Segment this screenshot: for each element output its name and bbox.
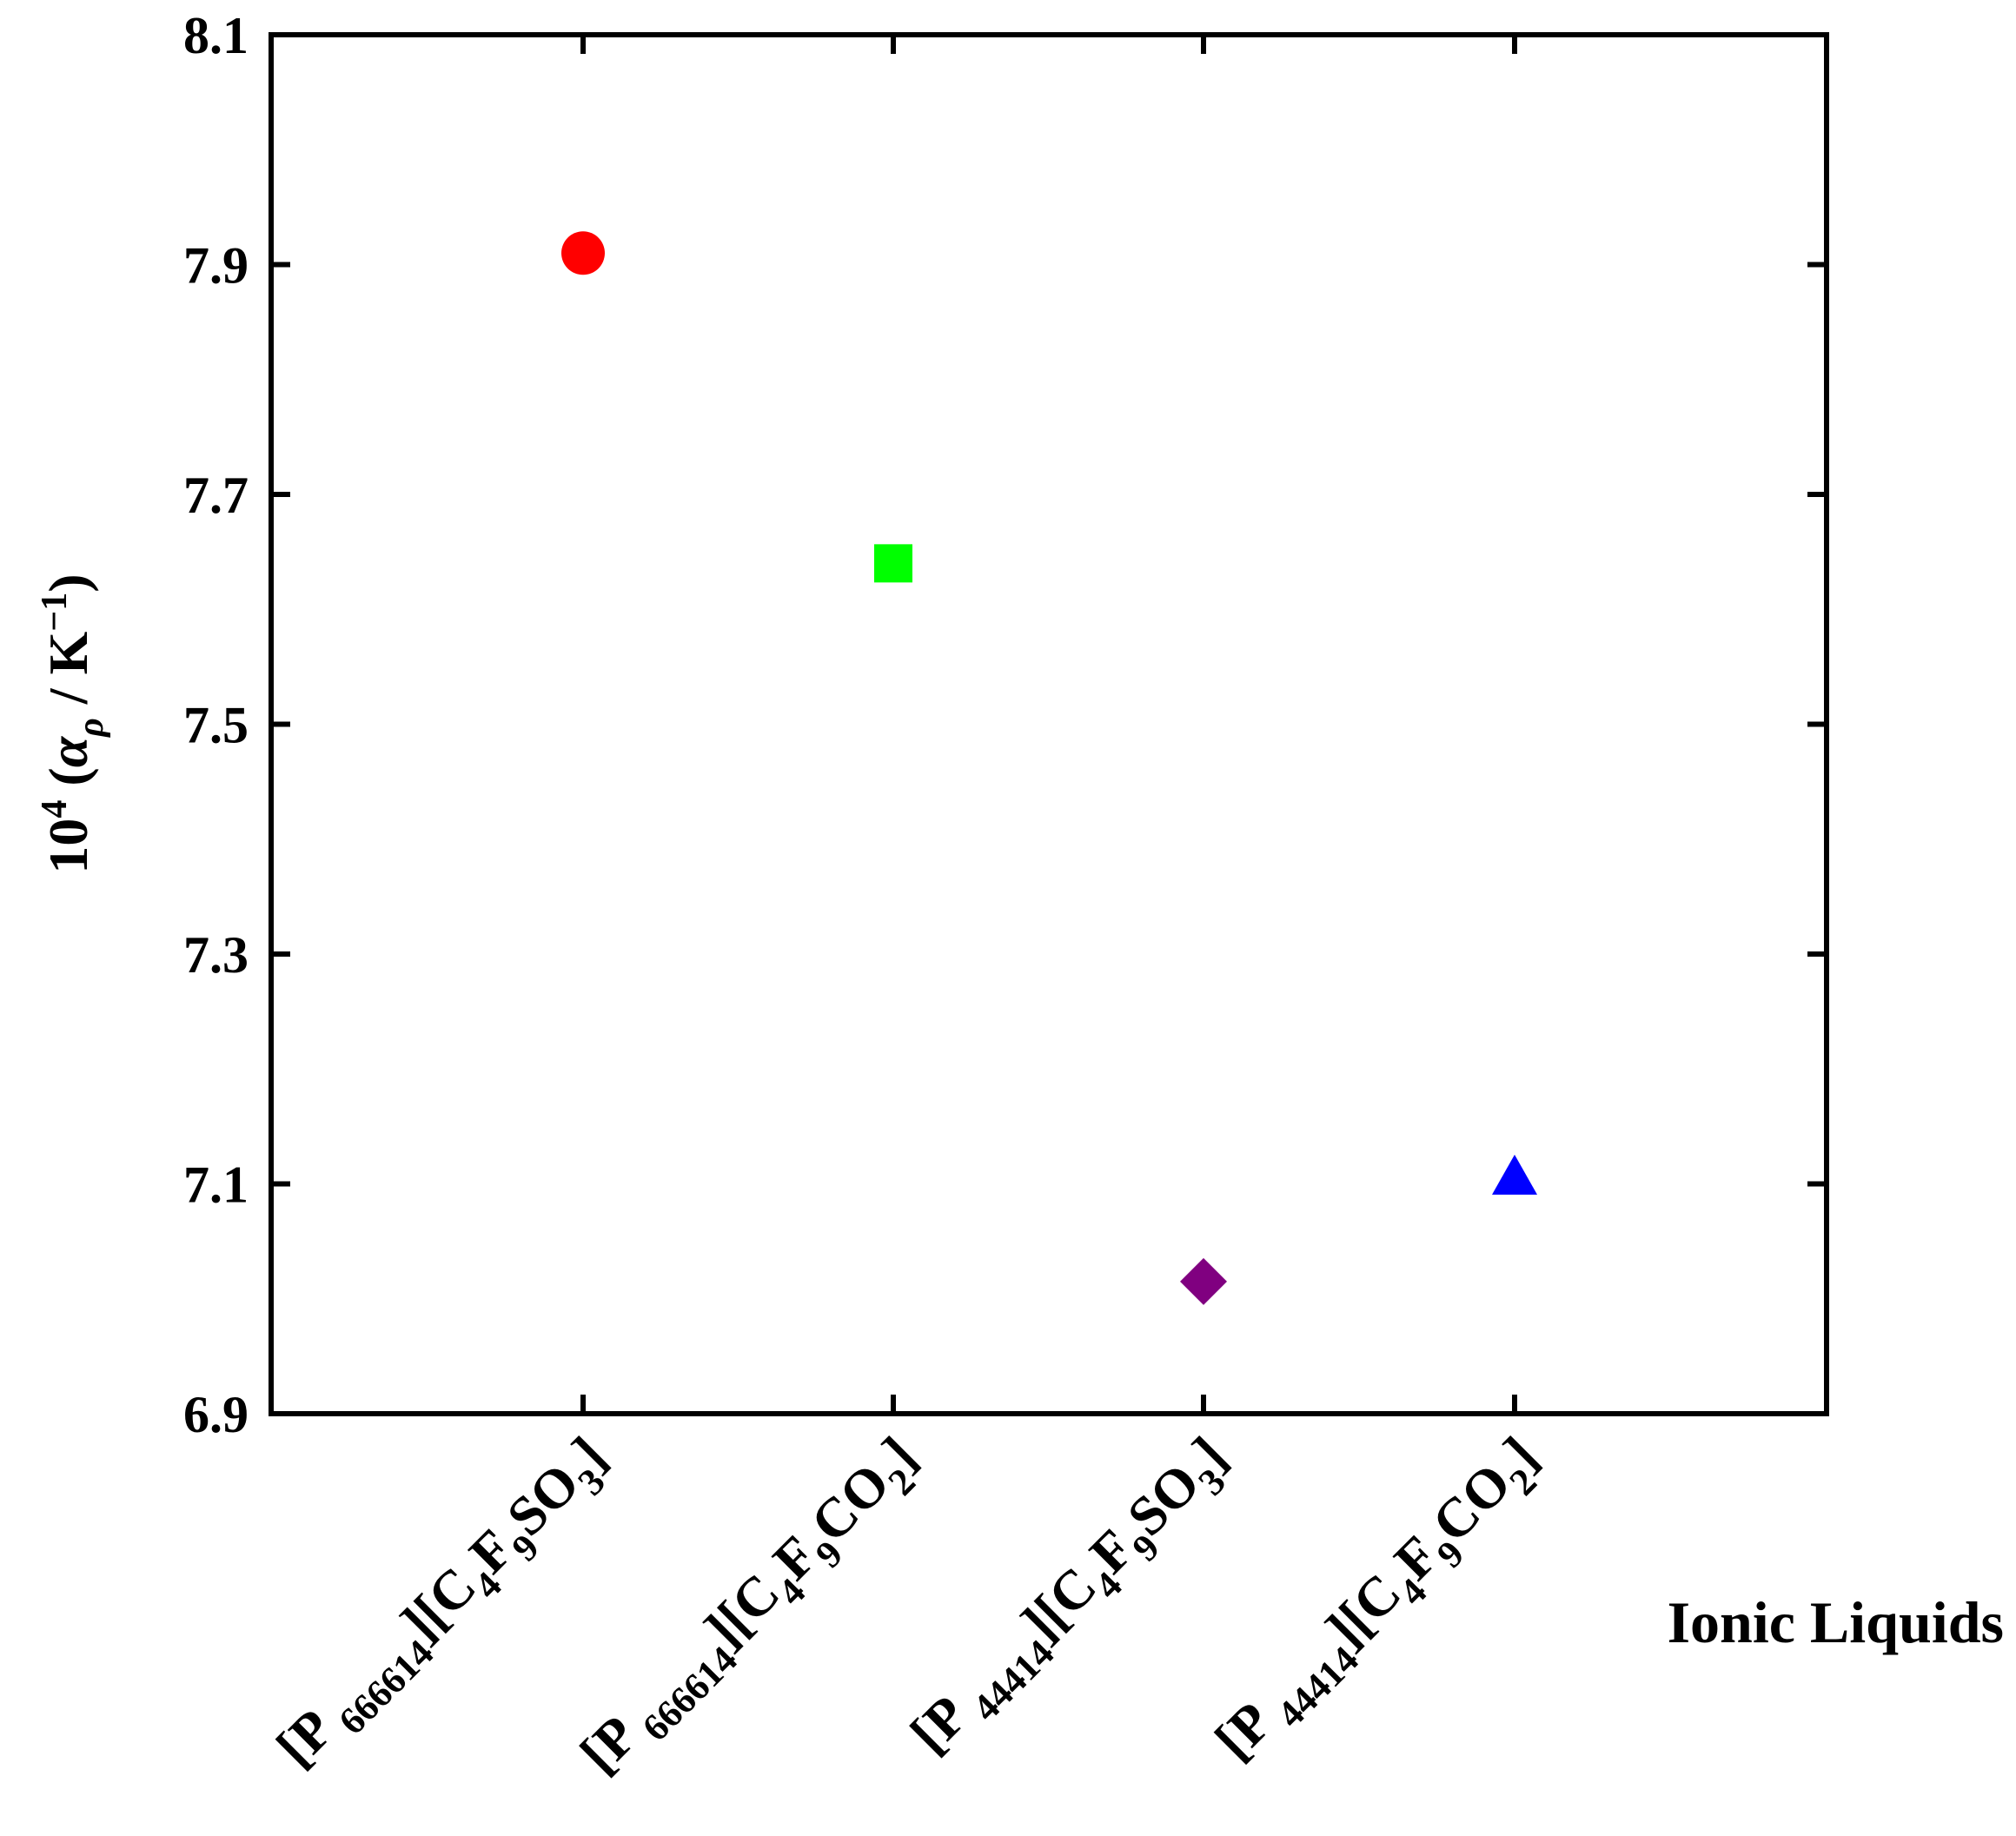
y-axis-label: 104 (αρ / K−1) [35,573,111,873]
data-point-square [874,544,912,583]
y-tick-label: 7.9 [183,237,249,295]
x-axis-ticks: [P 666614][C4F9SO3][P 666614][C4F9CO2][P… [264,35,1557,1793]
y-tick-label: 8.1 [183,7,249,64]
data-point-triangle [1492,1154,1537,1195]
x-tick-label: [P 44414][C4F9CO2] [1203,1425,1557,1780]
y-tick-label: 6.9 [183,1386,249,1443]
y-tick-label: 7.3 [183,926,249,984]
x-tick-label-part: 44414 [1263,1638,1367,1742]
y-tick-label: 7.5 [183,697,249,754]
data-point-circle [561,231,605,275]
x-tick-label: [P 44414][C4F9SO3] [899,1425,1247,1773]
data-markers [561,231,1537,1305]
x-tick-label: [P 666614][C4F9CO2] [568,1425,937,1793]
y-axis-ticks: 6.9 7.1 7.3 7.5 7.7 7.9 8.1 [183,7,1827,1443]
y-tick-label: 7.7 [183,467,249,524]
x-tick-label-part: 666614 [323,1632,441,1750]
x-tick-label-part: 44414 [958,1632,1062,1736]
plot-frame [269,32,1829,1416]
y-tick-label: 7.1 [183,1157,249,1214]
x-tick-label: [P 666614][C4F9SO3] [264,1425,627,1787]
x-axis-label: Ionic Liquids [1668,1589,2004,1655]
x-tick-label-part: 666614 [627,1638,746,1756]
data-point-diamond [1180,1257,1227,1305]
